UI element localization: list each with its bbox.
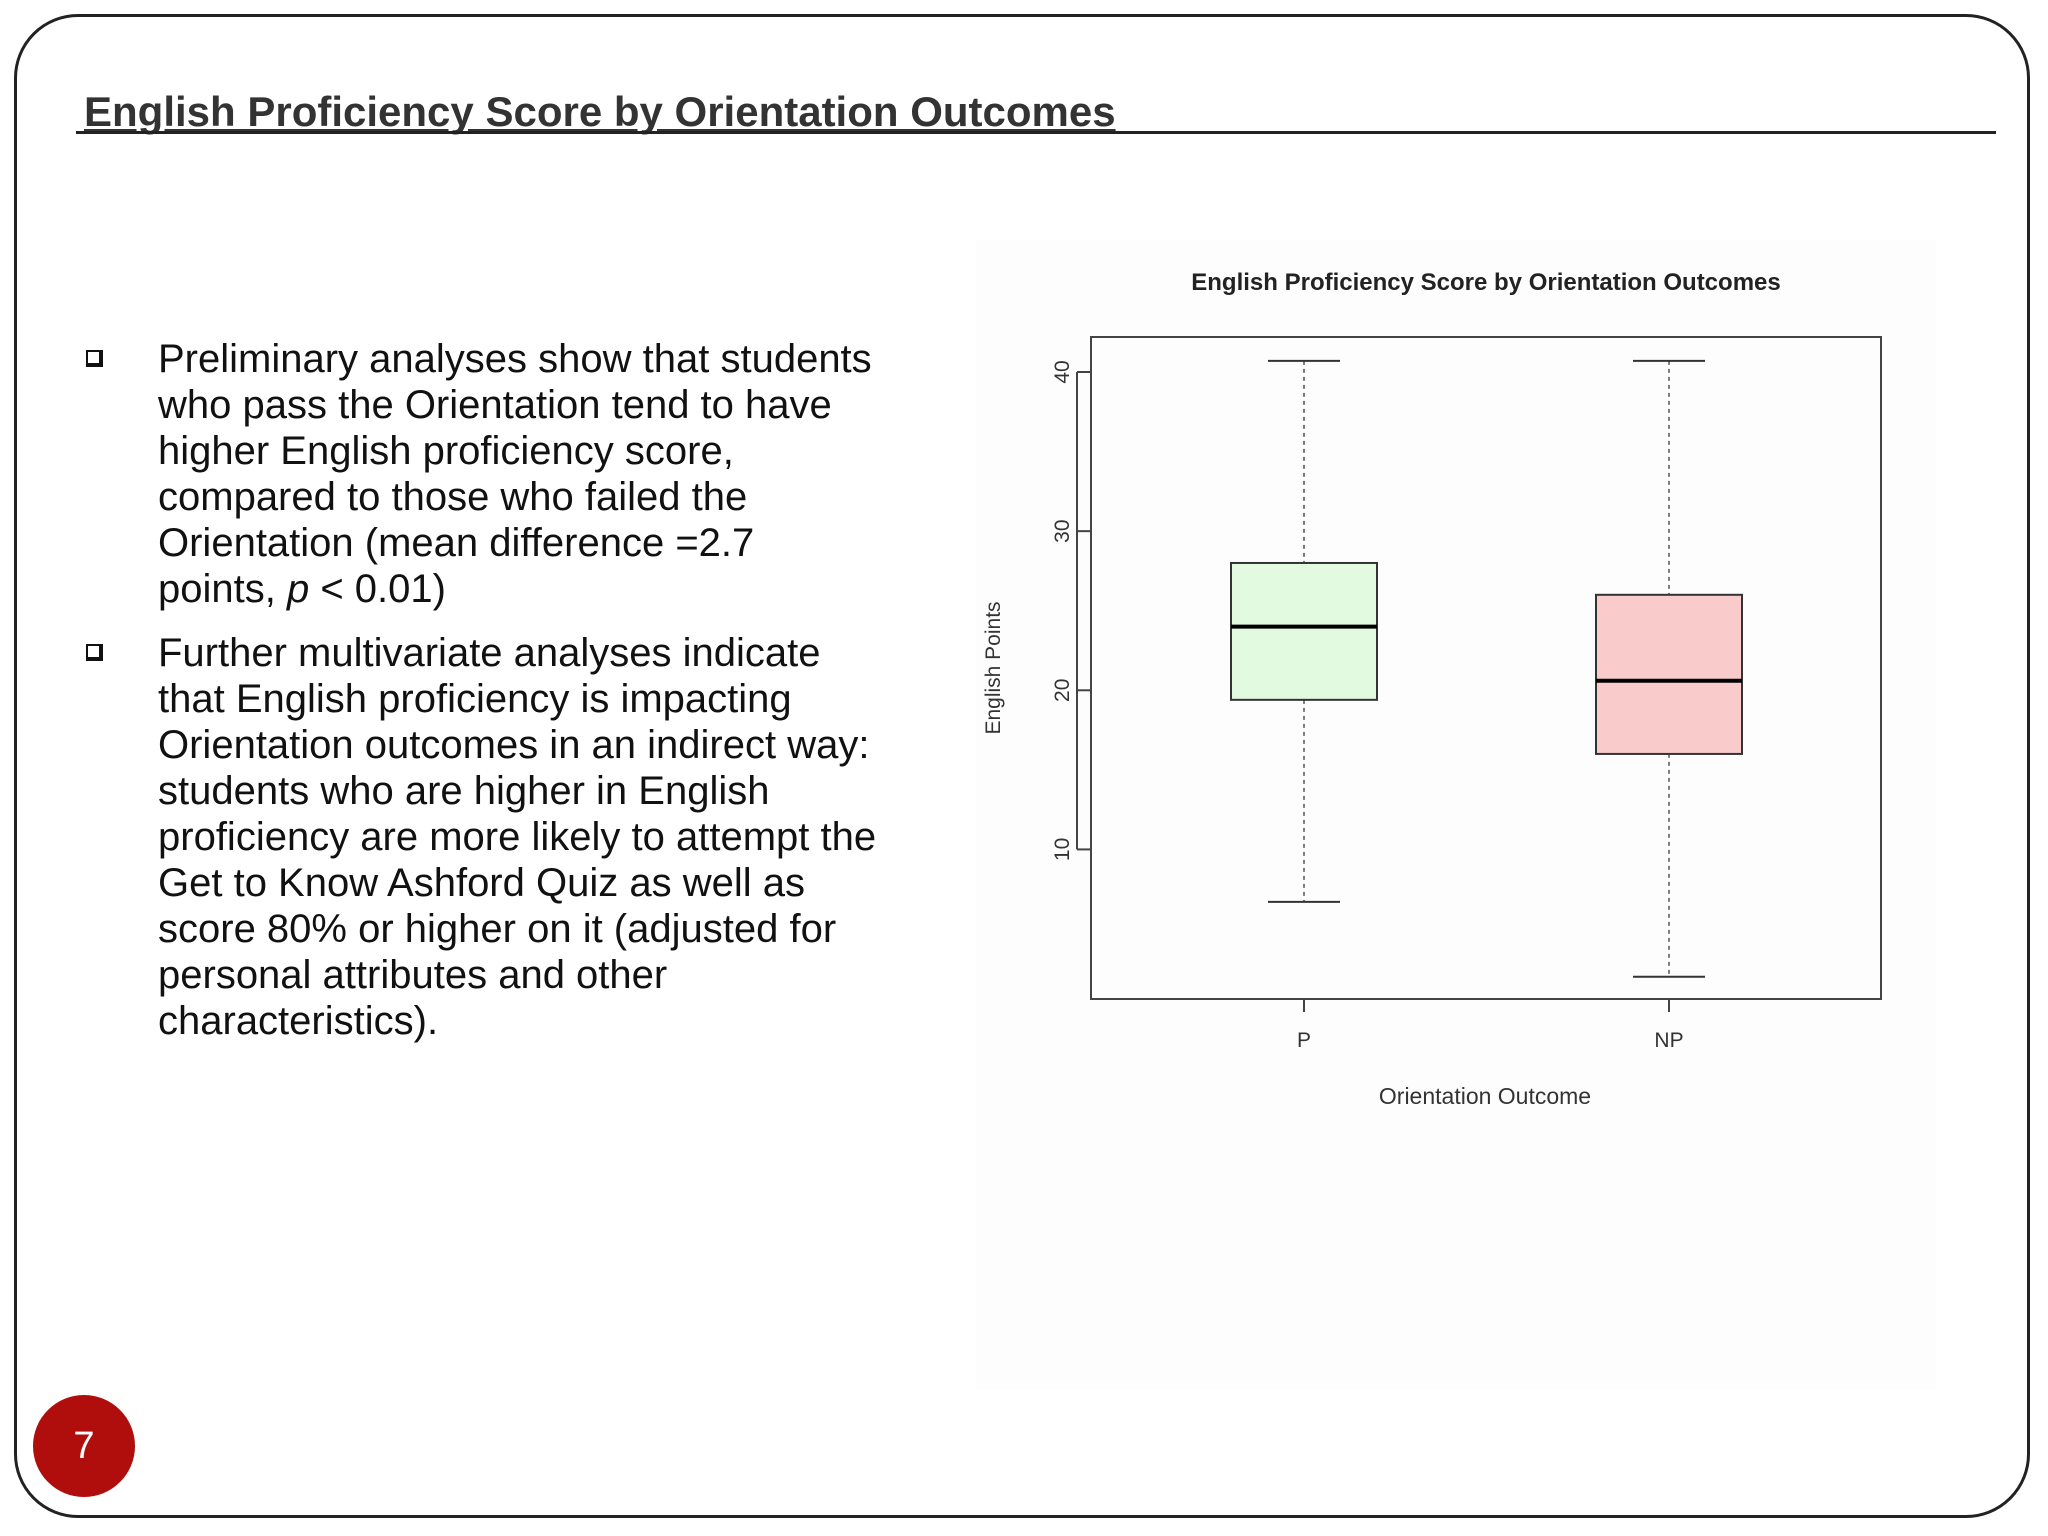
slide-title: English Proficiency Score by Orientation… [84,88,1116,135]
boxplot-chart: English Proficiency Score by Orientation… [982,269,1882,1109]
p-value-symbol: p [286,567,310,611]
y-tick-label-10: 10 [1051,838,1074,861]
x-tick-label-p: P [1297,1029,1311,1052]
chart-panel: English Proficiency Score by Orientation… [976,240,1936,1390]
box-np [1595,593,1743,755]
bullet-text: Preliminary analyses show that students … [158,337,872,611]
y-axis-label: English Points [982,601,1005,734]
y-tick-label-20: 20 [1051,679,1074,702]
plot-frame [1090,336,1882,1000]
y-tick-label-30: 30 [1051,519,1074,542]
page-number-badge: 7 [33,1395,135,1497]
bullet-list: Preliminary analyses show that students … [80,336,880,1062]
checkbox-bullet-icon [86,350,103,367]
bullet-item: Further multivariate analyses indicate t… [80,630,880,1044]
y-tick-label-40: 40 [1051,360,1074,383]
x-axis-label: Orientation Outcome [1379,1083,1591,1109]
title-rule [76,131,1996,134]
bullet-text-end: < 0.01) [309,567,446,611]
chart-title: English Proficiency Score by Orientation… [1191,269,1780,296]
box-p [1230,561,1378,701]
bullet-text: Further multivariate analyses indicate t… [158,631,877,1043]
x-tick-label-np: NP [1654,1029,1683,1052]
bullet-item: Preliminary analyses show that students … [80,336,880,612]
checkbox-bullet-icon [86,644,103,661]
